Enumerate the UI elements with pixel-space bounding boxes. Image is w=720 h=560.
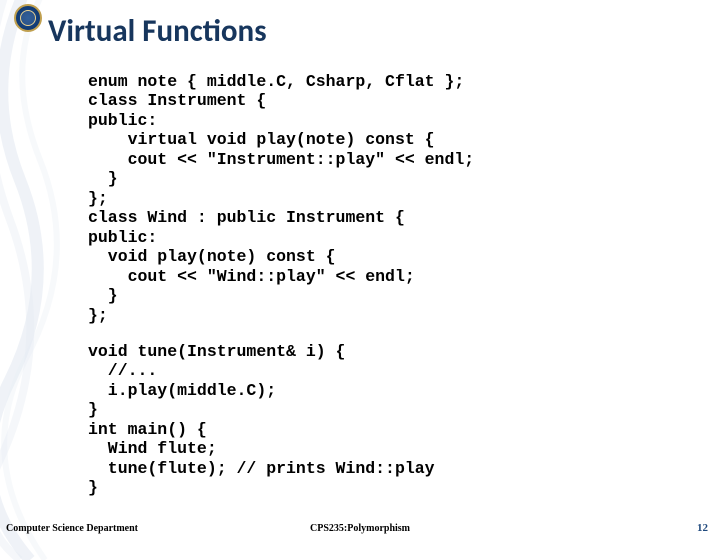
background-swirl	[0, 0, 90, 560]
footer-course: CPS235:Polymorphism	[310, 523, 410, 534]
page-number: 12	[697, 522, 708, 534]
code-block-2: void tune(Instrument& i) { //... i.play(…	[88, 342, 435, 498]
slide-title: Virtual Functions	[48, 12, 267, 50]
university-logo	[14, 4, 42, 32]
code-block-1: enum note { middle.C, Csharp, Cflat }; c…	[88, 72, 474, 325]
footer-department: Computer Science Department	[6, 523, 138, 534]
